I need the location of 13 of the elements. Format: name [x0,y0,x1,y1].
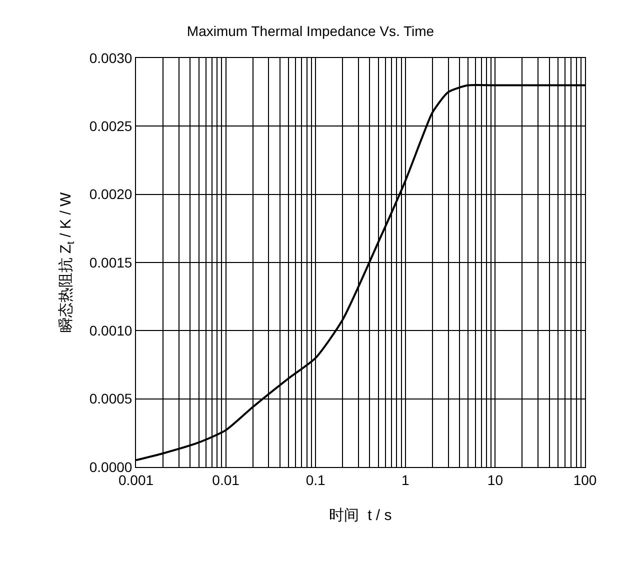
y-tick-label: 0.0010 [89,322,132,339]
y-tick-label: 0.0020 [89,186,132,202]
y-tick-label: 0.0025 [89,118,132,134]
x-tick-label: 1 [402,472,410,488]
y-tick-label: 0.0005 [89,390,132,407]
y-tick-label: 0.0030 [89,50,132,66]
x-tick-label: 10 [487,472,504,488]
chart-title: Maximum Thermal Impedance Vs. Time [186,23,434,40]
x-tick-label: 0.1 [306,472,326,488]
x-tick-label: 0.01 [212,472,240,488]
x-tick-label: 100 [573,472,597,488]
y-tick-label: 0.0015 [89,254,132,270]
x-axis-title: 时间 t / s [329,506,392,524]
